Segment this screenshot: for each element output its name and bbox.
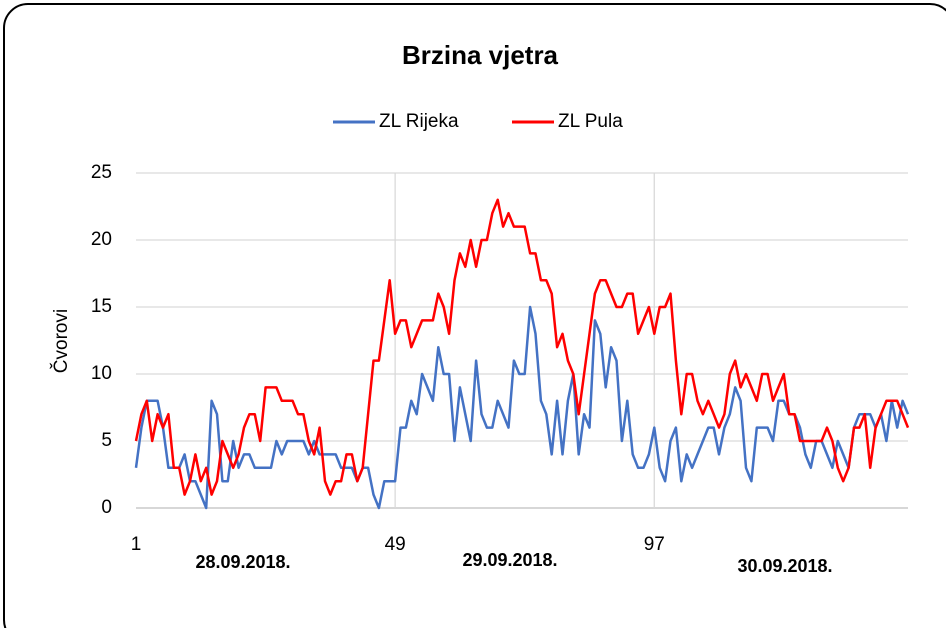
frame [3,3,946,633]
y-tick-label: 5 [101,430,112,451]
x-tick-label: 97 [644,534,665,555]
y-axis-label: Čvorovi [50,309,72,373]
y-tick-label: 10 [91,363,112,384]
y-tick-label: 15 [91,296,112,317]
y-tick-label: 0 [101,497,112,518]
legend-label: ZL Rijeka [379,111,459,132]
date-label: 30.09.2018. [737,556,832,576]
y-tick-label: 25 [91,162,112,183]
date-label: 29.09.2018. [462,550,557,570]
legend-label: ZL Pula [558,111,623,132]
y-tick-label: 20 [91,229,112,250]
series-line [134,198,910,496]
date-label: 28.09.2018. [195,552,290,572]
chart-title: Brzina vjetra [402,40,559,70]
series-line [134,305,910,510]
x-tick-label: 1 [131,534,142,555]
x-tick-label: 49 [385,534,406,555]
